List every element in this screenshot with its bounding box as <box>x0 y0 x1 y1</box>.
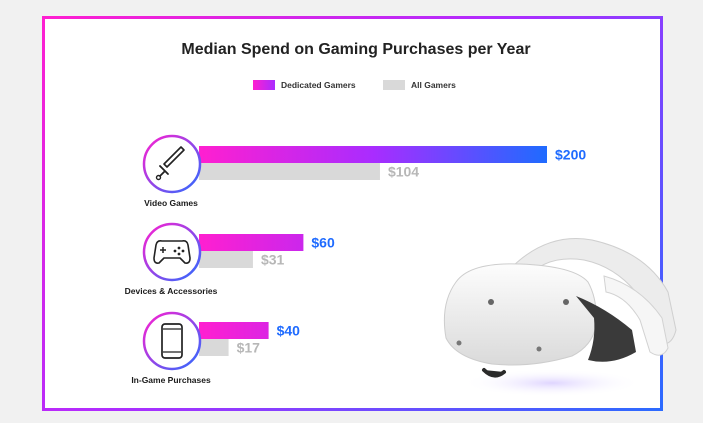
value-label-devices-accessories-all: $31 <box>261 252 285 268</box>
sword-icon <box>142 134 202 194</box>
value-label-video-games-all: $104 <box>388 164 419 180</box>
legend-swatch-dedicated <box>253 80 275 90</box>
chart-title: Median Spend on Gaming Purchases per Yea… <box>181 41 530 58</box>
value-label-video-games-dedicated: $200 <box>555 147 586 163</box>
bar-in-game-purchases-dedicated <box>199 322 269 339</box>
gamepad-icon <box>142 222 202 282</box>
value-label-in-game-purchases-dedicated: $40 <box>277 323 301 339</box>
legend: Dedicated Gamers All Gamers <box>253 80 456 90</box>
category-label-in-game-purchases: In-Game Purchases <box>131 375 211 385</box>
value-label-in-game-purchases-all: $17 <box>237 340 261 356</box>
bar-video-games-dedicated <box>199 146 547 163</box>
bar-in-game-purchases-all <box>199 339 229 356</box>
legend-swatch-all <box>383 80 405 90</box>
bar-devices-accessories-dedicated <box>199 234 304 251</box>
smartphone-icon <box>142 311 202 371</box>
legend-label-dedicated: Dedicated Gamers <box>281 80 356 90</box>
bar-video-games-all <box>199 163 380 180</box>
legend-label-all: All Gamers <box>411 80 456 90</box>
category-label-video-games: Video Games <box>144 198 198 208</box>
value-label-devices-accessories-dedicated: $60 <box>311 235 335 251</box>
category-label-devices-accessories: Devices & Accessories <box>125 286 218 296</box>
vr-headset-image <box>443 238 677 397</box>
bar-devices-accessories-all <box>199 251 253 268</box>
bars-layer: $200 $104 $60 $31 $40 $17 <box>199 146 586 356</box>
